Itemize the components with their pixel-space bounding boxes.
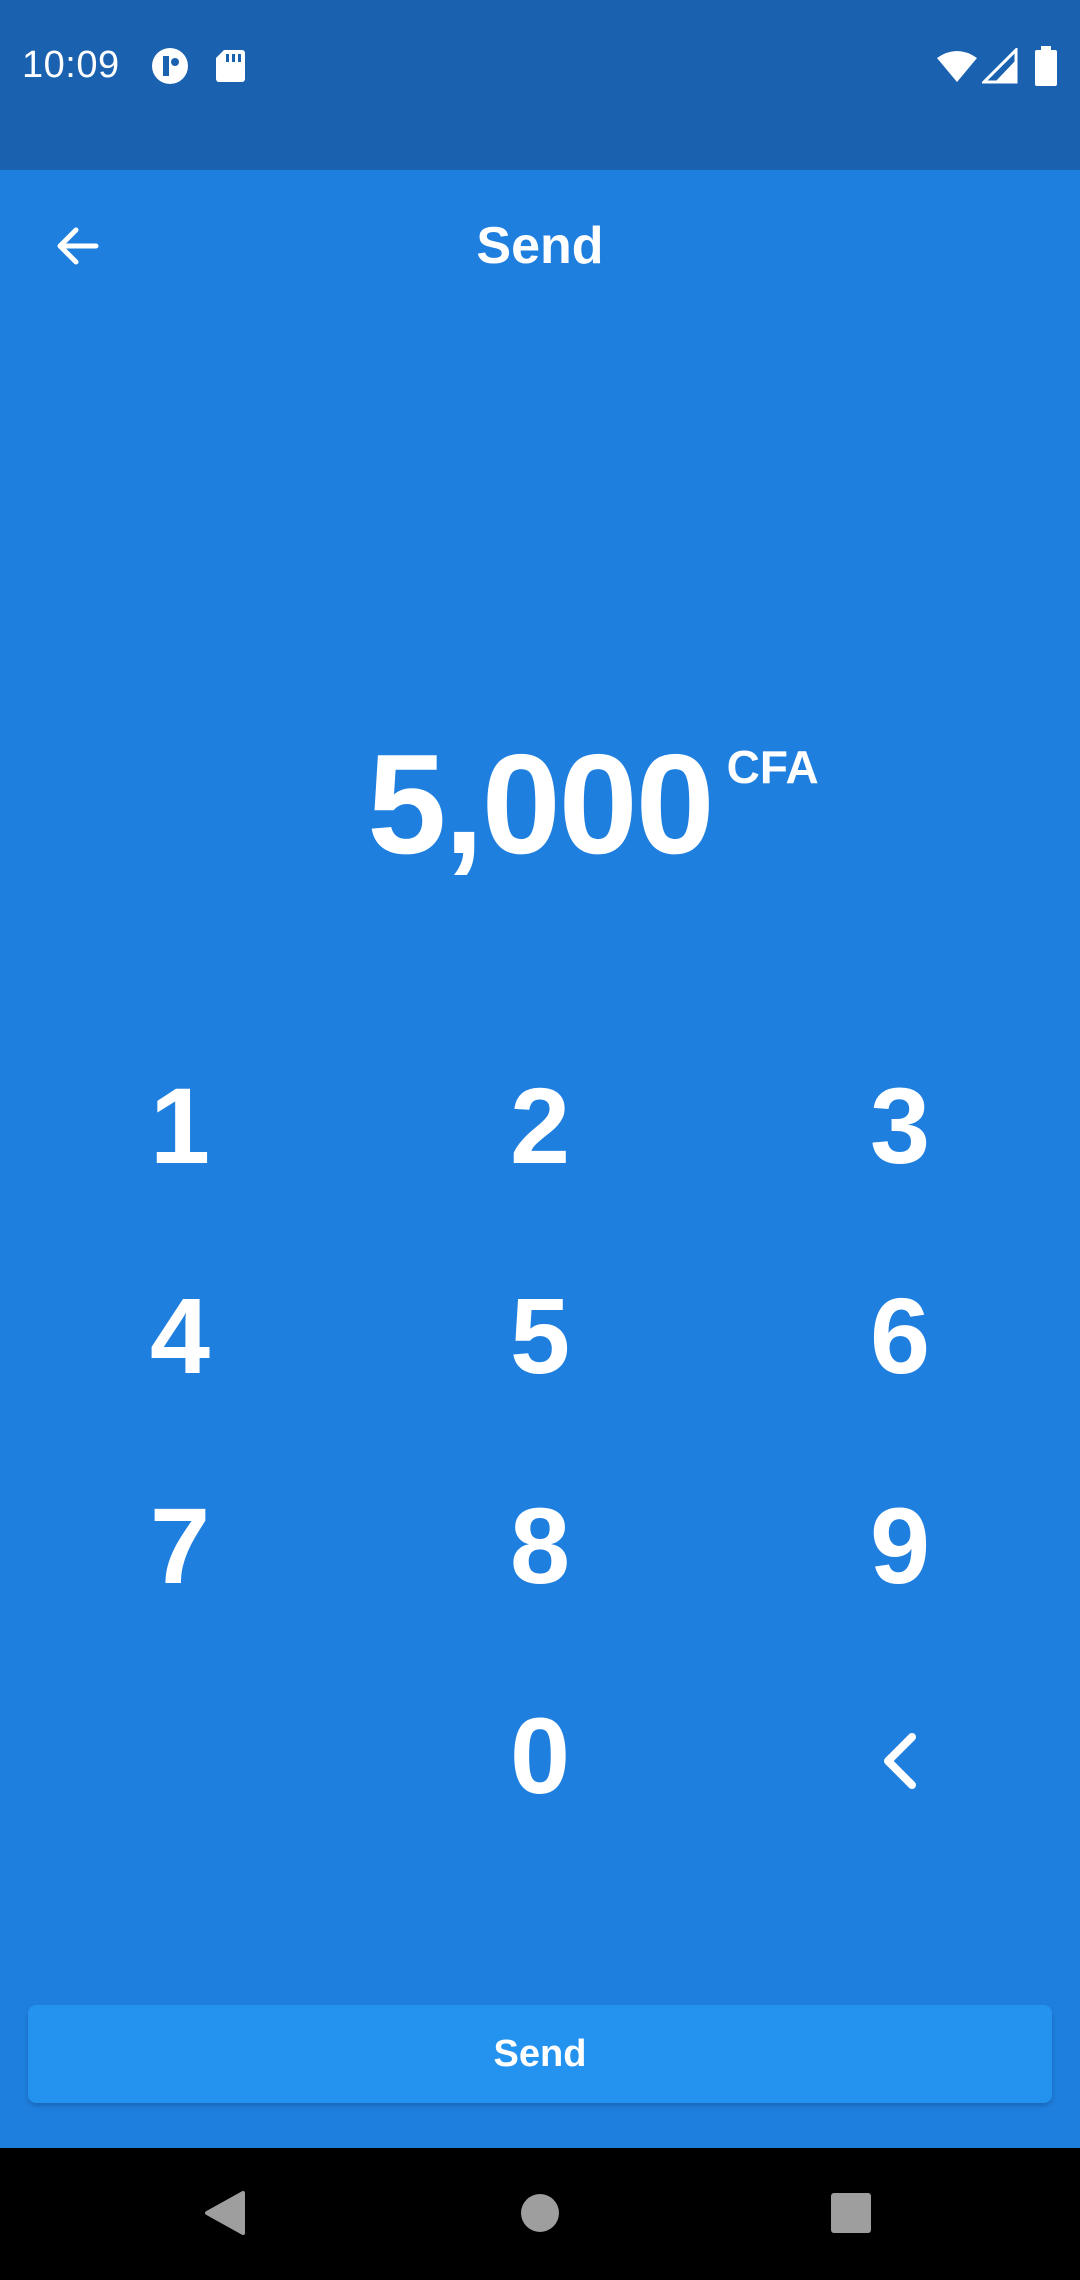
arrow-back-icon [52, 220, 104, 277]
backspace-button[interactable] [720, 1650, 1080, 1860]
cell-signal-icon [980, 46, 1018, 89]
back-triangle-icon [203, 2189, 247, 2242]
navigation-bar [0, 2148, 1080, 2280]
send-button[interactable]: Send [28, 2005, 1052, 2103]
wifi-icon [936, 50, 978, 89]
status-time: 10:09 [22, 44, 120, 86]
home-circle-icon [519, 2192, 561, 2239]
nav-recents-button[interactable] [806, 2170, 896, 2260]
app-bar: Send [0, 170, 1080, 330]
amount-value: 5,000 [367, 725, 714, 884]
key-2[interactable]: 2 [509, 1064, 571, 1186]
key-4[interactable]: 4 [149, 1274, 211, 1396]
key-0[interactable]: 0 [509, 1694, 571, 1816]
chevron-left-icon [876, 1693, 924, 1818]
key-9[interactable]: 9 [869, 1484, 931, 1606]
status-bar: 10:09 [0, 0, 1080, 170]
key-5[interactable]: 5 [509, 1274, 571, 1396]
nav-back-button[interactable] [180, 2170, 270, 2260]
key-1[interactable]: 1 [149, 1064, 211, 1186]
back-button[interactable] [30, 200, 126, 296]
numeric-keypad: 1 2 3 4 5 6 7 8 9 0 [0, 1020, 1080, 1860]
key-empty [0, 1650, 360, 1860]
amount-display: 5,000 CFA [0, 720, 1080, 890]
key-7[interactable]: 7 [149, 1484, 211, 1606]
data-saver-icon [150, 46, 190, 91]
battery-icon [1034, 46, 1058, 91]
key-6[interactable]: 6 [869, 1274, 931, 1396]
page-title: Send [476, 217, 604, 275]
nav-home-button[interactable] [495, 2170, 585, 2260]
key-3[interactable]: 3 [869, 1064, 931, 1186]
sd-card-icon [214, 48, 246, 89]
recents-square-icon [830, 2192, 872, 2239]
key-8[interactable]: 8 [509, 1484, 571, 1606]
amount-currency: CFA [726, 741, 819, 793]
